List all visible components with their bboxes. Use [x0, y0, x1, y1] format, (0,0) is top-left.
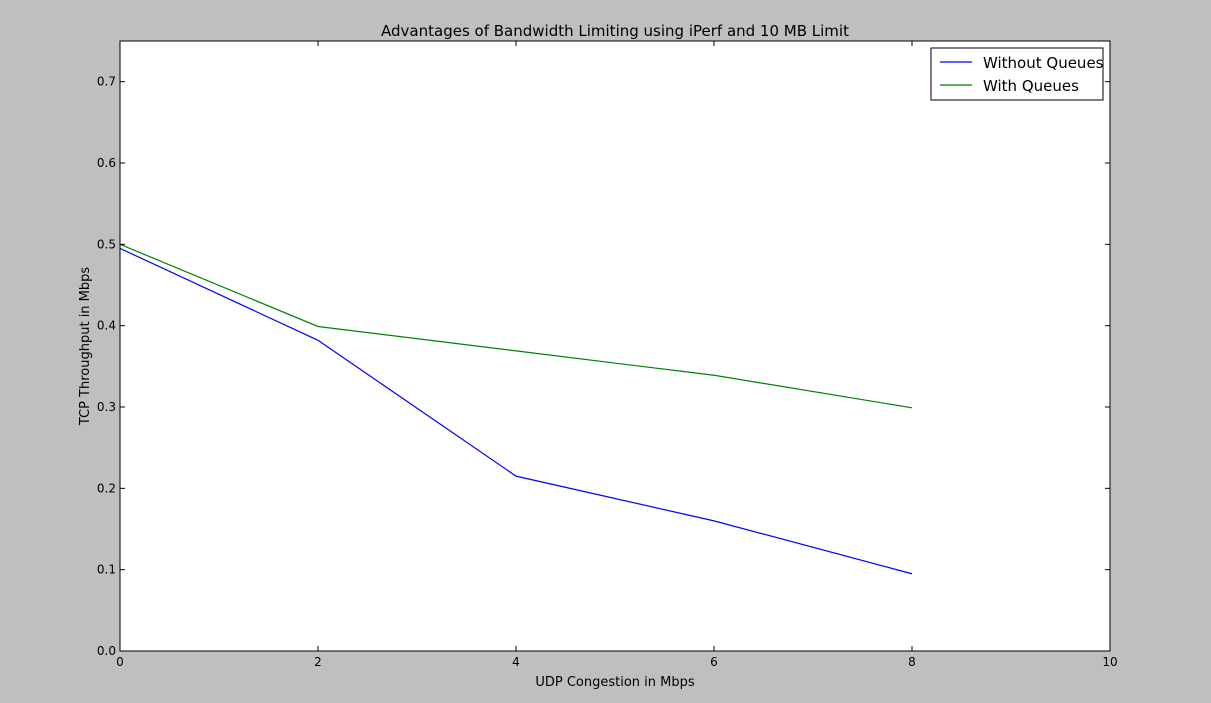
- legend-label-without-queues: Without Queues: [983, 54, 1104, 72]
- y-tick-label: 0.1: [97, 563, 116, 577]
- y-tick-label: 0.7: [97, 75, 116, 89]
- legend-box: [930, 47, 1104, 101]
- tick-layer: 0 2 4 6 8 10 0.0 0.1 0.2 0.3 0.4 0.5 0.6 0.7: [97, 41, 1118, 669]
- y-tick-label: 0.4: [97, 319, 116, 333]
- y-tick-label: 0.5: [97, 237, 116, 251]
- plot-area: [120, 41, 1110, 651]
- y-tick-label: 0.2: [97, 481, 116, 495]
- plot-frame: [119, 40, 1111, 652]
- x-tick-label: 6: [710, 655, 718, 669]
- y-tick-label: 0.6: [97, 156, 116, 170]
- x-axis-label: UDP Congestion in Mbps: [535, 675, 695, 690]
- y-tick-label: 0.0: [97, 644, 116, 658]
- chart-title: Advantages of Bandwidth Limiting using i…: [381, 22, 849, 40]
- series-line-without-queues: [119, 247, 913, 575]
- x-tick-label: 10: [1102, 655, 1117, 669]
- x-tick-label: 0: [116, 655, 124, 669]
- x-tick-label: 4: [512, 655, 520, 669]
- y-axis-label: TCP Throughput in Mbps: [78, 267, 93, 427]
- x-tick-label: 8: [908, 655, 916, 669]
- legend-label-with-queues: With Queues: [983, 77, 1079, 95]
- series-line-with-queues: [119, 243, 913, 409]
- legend: Without Queues With Queues: [930, 47, 1104, 101]
- y-tick-label: 0.3: [97, 400, 116, 414]
- series-layer: [119, 243, 913, 575]
- x-tick-label: 2: [314, 655, 322, 669]
